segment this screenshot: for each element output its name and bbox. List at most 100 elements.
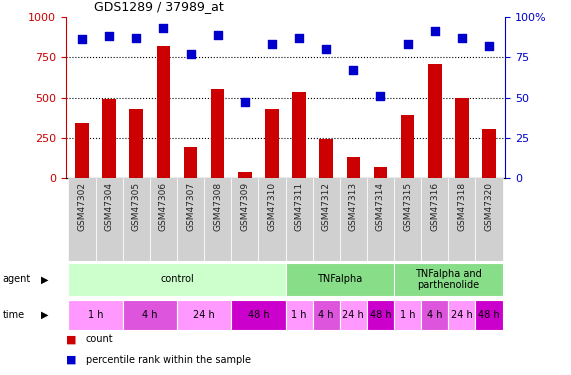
- Point: [240, 99, 250, 105]
- Bar: [421, 178, 448, 261]
- Point: [403, 41, 412, 47]
- Text: 1 h: 1 h: [400, 310, 415, 320]
- Bar: [238, 172, 252, 178]
- Text: TNFalpha: TNFalpha: [317, 274, 363, 284]
- Point: [159, 25, 168, 31]
- Text: ▶: ▶: [41, 310, 49, 320]
- Bar: [184, 147, 198, 178]
- Text: GSM47309: GSM47309: [240, 182, 250, 231]
- Point: [78, 36, 87, 42]
- Bar: [75, 123, 89, 178]
- Text: percentile rank within the sample: percentile rank within the sample: [86, 355, 251, 365]
- Bar: [102, 99, 116, 178]
- Text: agent: agent: [3, 274, 31, 284]
- Bar: [211, 88, 224, 178]
- Bar: [340, 178, 367, 261]
- Bar: [123, 300, 177, 330]
- Bar: [123, 178, 150, 261]
- Text: 24 h: 24 h: [193, 310, 215, 320]
- Bar: [394, 262, 502, 296]
- Point: [132, 35, 141, 41]
- Bar: [367, 300, 394, 330]
- Text: TNFalpha and
parthenolide: TNFalpha and parthenolide: [415, 268, 482, 290]
- Text: GDS1289 / 37989_at: GDS1289 / 37989_at: [94, 0, 224, 13]
- Bar: [448, 178, 476, 261]
- Point: [349, 67, 358, 73]
- Text: 1 h: 1 h: [291, 310, 307, 320]
- Text: GSM47316: GSM47316: [431, 182, 439, 231]
- Point: [295, 35, 304, 41]
- Bar: [394, 300, 421, 330]
- Bar: [401, 115, 415, 178]
- Bar: [286, 300, 313, 330]
- Text: 24 h: 24 h: [343, 310, 364, 320]
- Text: GSM47318: GSM47318: [457, 182, 467, 231]
- Text: GSM47310: GSM47310: [267, 182, 276, 231]
- Bar: [286, 262, 394, 296]
- Text: 24 h: 24 h: [451, 310, 473, 320]
- Bar: [231, 178, 258, 261]
- Text: 1 h: 1 h: [88, 310, 103, 320]
- Bar: [150, 178, 177, 261]
- Text: 48 h: 48 h: [248, 310, 269, 320]
- Text: ▶: ▶: [41, 274, 49, 284]
- Bar: [476, 178, 502, 261]
- Point: [430, 28, 439, 34]
- Bar: [204, 178, 231, 261]
- Bar: [373, 167, 387, 178]
- Bar: [156, 46, 170, 178]
- Bar: [177, 178, 204, 261]
- Bar: [69, 262, 286, 296]
- Bar: [69, 178, 95, 261]
- Text: GSM47306: GSM47306: [159, 182, 168, 231]
- Text: GSM47307: GSM47307: [186, 182, 195, 231]
- Bar: [319, 139, 333, 178]
- Bar: [292, 92, 306, 178]
- Bar: [482, 129, 496, 178]
- Point: [457, 35, 467, 41]
- Bar: [231, 300, 286, 330]
- Text: GSM47314: GSM47314: [376, 182, 385, 231]
- Text: count: count: [86, 334, 113, 344]
- Bar: [177, 300, 231, 330]
- Text: GSM47308: GSM47308: [213, 182, 222, 231]
- Bar: [313, 300, 340, 330]
- Bar: [448, 300, 476, 330]
- Bar: [476, 300, 502, 330]
- Text: GSM47320: GSM47320: [485, 182, 493, 231]
- Bar: [286, 178, 313, 261]
- Point: [267, 41, 276, 47]
- Text: GSM47311: GSM47311: [295, 182, 304, 231]
- Text: ■: ■: [66, 355, 76, 365]
- Text: ■: ■: [66, 334, 76, 344]
- Bar: [258, 178, 286, 261]
- Point: [186, 51, 195, 57]
- Bar: [347, 157, 360, 178]
- Bar: [428, 64, 441, 178]
- Bar: [69, 300, 123, 330]
- Bar: [130, 109, 143, 178]
- Bar: [455, 98, 469, 178]
- Text: GSM47315: GSM47315: [403, 182, 412, 231]
- Text: 48 h: 48 h: [369, 310, 391, 320]
- Text: time: time: [3, 310, 25, 320]
- Bar: [313, 178, 340, 261]
- Bar: [367, 178, 394, 261]
- Bar: [421, 300, 448, 330]
- Point: [321, 46, 331, 52]
- Bar: [95, 178, 123, 261]
- Text: 4 h: 4 h: [427, 310, 443, 320]
- Text: 48 h: 48 h: [478, 310, 500, 320]
- Text: GSM47305: GSM47305: [132, 182, 140, 231]
- Text: 4 h: 4 h: [142, 310, 158, 320]
- Bar: [394, 178, 421, 261]
- Point: [213, 32, 222, 38]
- Text: GSM47312: GSM47312: [321, 182, 331, 231]
- Point: [376, 93, 385, 99]
- Text: GSM47302: GSM47302: [78, 182, 86, 231]
- Bar: [265, 109, 279, 178]
- Text: GSM47313: GSM47313: [349, 182, 358, 231]
- Text: 4 h: 4 h: [319, 310, 334, 320]
- Point: [104, 33, 114, 39]
- Text: GSM47304: GSM47304: [104, 182, 114, 231]
